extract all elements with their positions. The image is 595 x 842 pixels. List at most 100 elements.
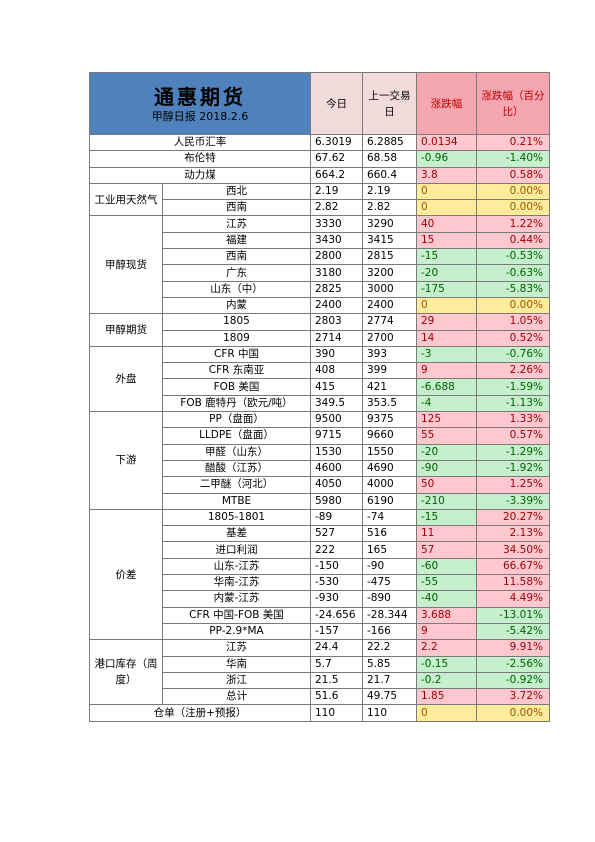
today-value: 5.7 bbox=[310, 655, 363, 673]
table-row: 总计 51.6 49.75 1.85 3.72% bbox=[90, 688, 550, 706]
table-row: 西南 2.82 2.82 0 0.00% bbox=[90, 199, 550, 217]
prev-value: 3290 bbox=[362, 215, 417, 233]
prev-value: -90 bbox=[362, 557, 417, 576]
table-row: LLDPE（盘面） 9715 9660 55 0.57% bbox=[90, 427, 550, 445]
row-label: CFR 中国 bbox=[162, 345, 311, 364]
row-label: CFR 东南亚 bbox=[162, 362, 311, 380]
today-value: 2714 bbox=[310, 329, 363, 347]
prev-value: -74 bbox=[362, 508, 417, 527]
today-value: -89 bbox=[310, 508, 363, 527]
table-row: 华南-江苏 -530 -475 -55 11.58% bbox=[90, 574, 550, 592]
today-value: 2803 bbox=[310, 313, 363, 331]
change-pct-value: 0.00% bbox=[476, 704, 550, 722]
change-pct-value: -5.42% bbox=[476, 622, 550, 641]
row-label: 华南 bbox=[162, 655, 311, 673]
row-label: 进口利润 bbox=[162, 541, 311, 559]
change-pct-value: 9.91% bbox=[476, 639, 550, 657]
change-pct-value: -1.29% bbox=[476, 443, 550, 461]
today-value: 2400 bbox=[310, 296, 363, 315]
prev-value: 2815 bbox=[362, 248, 417, 266]
prev-value: -890 bbox=[362, 590, 417, 608]
change-value: 0 bbox=[416, 182, 477, 201]
table-row: 布伦特 67.62 68.58 -0.96 -1.40% bbox=[89, 150, 550, 168]
row-label: 江苏 bbox=[162, 215, 311, 233]
table-row: 广东 3180 3200 -20 -0.63% bbox=[90, 264, 550, 282]
today-value: 390 bbox=[310, 345, 363, 364]
category-label: 甲醇现货 bbox=[89, 215, 163, 315]
prev-value: 2700 bbox=[362, 329, 417, 347]
change-value: -4 bbox=[416, 394, 477, 413]
change-pct-value: 11.58% bbox=[476, 574, 550, 592]
change-value: 50 bbox=[416, 476, 477, 494]
change-pct-value: -5.83% bbox=[476, 280, 550, 298]
row-label: 二甲醚（河北） bbox=[162, 476, 311, 494]
table-row: 价差 1805-1801 -89 -74 -15 20.27% bbox=[89, 508, 550, 641]
change-value: -40 bbox=[416, 590, 477, 608]
prev-value: -166 bbox=[362, 622, 417, 641]
prev-value: 2.19 bbox=[362, 182, 417, 201]
today-value: 2825 bbox=[310, 280, 363, 298]
row-label: MTBE bbox=[162, 492, 311, 510]
row-label: 华南-江苏 bbox=[162, 574, 311, 592]
today-value: 408 bbox=[310, 362, 363, 380]
change-value: -55 bbox=[416, 574, 477, 592]
today-value: -930 bbox=[310, 590, 363, 608]
change-pct-value: 66.67% bbox=[476, 557, 550, 576]
prev-value: -28.344 bbox=[362, 606, 417, 624]
table-row: 二甲醚（河北） 4050 4000 50 1.25% bbox=[90, 476, 550, 494]
prev-value: 516 bbox=[362, 525, 417, 543]
table-row: PP-2.9*MA -157 -166 9 -5.42% bbox=[90, 622, 550, 641]
today-value: 51.6 bbox=[310, 688, 363, 706]
category-label: 港口库存（周度） bbox=[89, 639, 163, 706]
change-value: 9 bbox=[416, 362, 477, 380]
change-pct-value: 0.21% bbox=[476, 133, 550, 152]
table-row: 外盘 CFR 中国 390 393 -3 -0.76% bbox=[89, 345, 550, 413]
title-block: 通惠期货 甲醇日报 2018.2.6 bbox=[89, 72, 311, 135]
change-pct-value: -1.92% bbox=[476, 459, 550, 478]
prev-value: 2774 bbox=[362, 313, 417, 331]
category-label: 下游 bbox=[89, 411, 163, 510]
change-value: -0.2 bbox=[416, 671, 477, 690]
change-value: 0 bbox=[416, 296, 477, 315]
prev-value: 399 bbox=[362, 362, 417, 380]
table-row: CFR 中国-FOB 美国 -24.656 -28.344 3.688 -13.01% bbox=[90, 606, 550, 624]
change-value: 125 bbox=[416, 411, 477, 429]
table-row: 进口利润 222 165 57 34.50% bbox=[90, 541, 550, 559]
row-label: 甲醛（山东） bbox=[162, 443, 311, 461]
header-change: 涨跌幅 bbox=[416, 72, 477, 135]
change-value: -90 bbox=[416, 459, 477, 478]
table-row: 下游 PP（盘面） 9500 9375 125 1.33% bbox=[89, 411, 550, 510]
row-label: CFR 中国-FOB 美国 bbox=[162, 606, 311, 624]
row-label: LLDPE（盘面） bbox=[162, 427, 311, 445]
change-value: -0.15 bbox=[416, 655, 477, 673]
change-value: 3.688 bbox=[416, 606, 477, 624]
prev-value: 4690 bbox=[362, 459, 417, 478]
today-value: -150 bbox=[310, 557, 363, 576]
change-pct-value: 2.26% bbox=[476, 362, 550, 380]
table-row: 人民币汇率 6.3019 6.2885 0.0134 0.21% bbox=[89, 133, 550, 152]
row-label: FOB 鹿特丹（欧元/吨） bbox=[162, 394, 311, 413]
table-row: 浙江 21.5 21.7 -0.2 -0.92% bbox=[90, 671, 550, 690]
change-value: 0 bbox=[416, 199, 477, 217]
change-value: 15 bbox=[416, 231, 477, 250]
change-value: 14 bbox=[416, 329, 477, 347]
today-value: 664.2 bbox=[310, 166, 363, 184]
prev-value: 165 bbox=[362, 541, 417, 559]
today-value: 349.5 bbox=[310, 394, 363, 413]
change-value: 11 bbox=[416, 525, 477, 543]
table-row: 1809 2714 2700 14 0.52% bbox=[90, 329, 550, 347]
change-value: -3 bbox=[416, 345, 477, 364]
change-value: 1.85 bbox=[416, 688, 477, 706]
change-pct-value: -3.39% bbox=[476, 492, 550, 510]
change-pct-value: 0.58% bbox=[476, 166, 550, 184]
row-label: 1805 bbox=[162, 313, 311, 331]
header-change-pct: 涨跌幅（百分比） bbox=[476, 72, 550, 135]
today-value: 2800 bbox=[310, 248, 363, 266]
prev-value: 5.85 bbox=[362, 655, 417, 673]
change-pct-value: 0.00% bbox=[476, 296, 550, 315]
table-row: 港口库存（周度） 江苏 24.4 22.2 2.2 9.91% bbox=[89, 639, 550, 706]
change-pct-value: -1.59% bbox=[476, 378, 550, 396]
change-value: -175 bbox=[416, 280, 477, 298]
row-label: 总计 bbox=[162, 688, 311, 706]
prev-value: 3000 bbox=[362, 280, 417, 298]
